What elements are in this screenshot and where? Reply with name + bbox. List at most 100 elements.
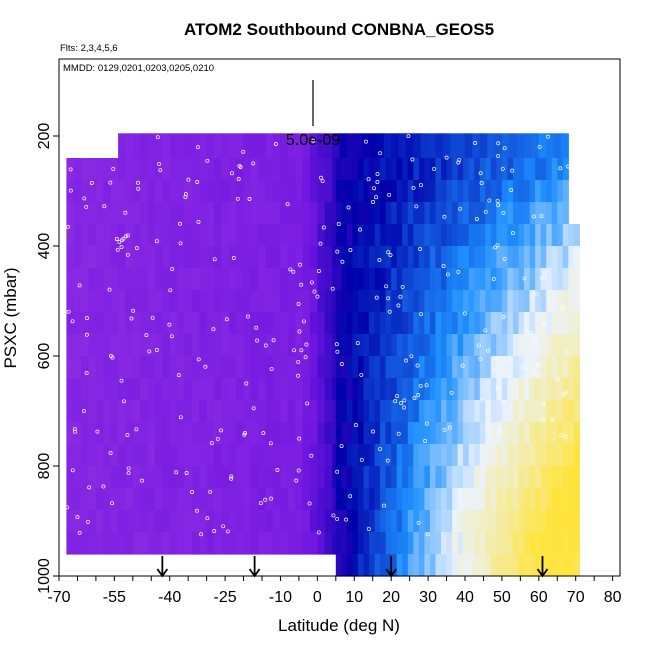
track-point — [136, 180, 140, 185]
heatmap-cell — [155, 356, 163, 379]
heatmap-cell — [88, 444, 97, 467]
heatmap-cell — [535, 158, 542, 181]
heatmap-cell — [132, 356, 141, 379]
heatmap-cell — [243, 246, 252, 269]
heatmap-cell — [191, 356, 200, 379]
heatmap-cell — [546, 290, 553, 313]
heatmap-cell — [280, 158, 289, 181]
heatmap-cell — [346, 532, 353, 555]
heatmap-cell — [468, 334, 475, 357]
track-point — [330, 286, 335, 291]
track-point — [107, 287, 112, 292]
heatmap-cell — [496, 180, 503, 203]
heatmap-cell — [485, 158, 492, 181]
heatmap-cell — [568, 532, 575, 555]
heatmap-cell — [236, 268, 245, 291]
heatmap-cell — [324, 422, 333, 445]
heatmap-cell — [513, 268, 520, 291]
heatmap-cell — [358, 554, 365, 577]
heatmap-cell — [496, 356, 503, 379]
heatmap-cell — [341, 510, 348, 533]
heatmap-cell — [490, 312, 497, 335]
heatmap-cell — [206, 312, 215, 335]
heatmap-cell — [103, 378, 112, 401]
heatmap-cell — [273, 133, 282, 159]
heatmap-cell — [358, 290, 365, 313]
heatmap-cell — [147, 224, 156, 247]
heatmap-cell — [162, 180, 171, 203]
track-point — [418, 383, 423, 388]
heatmap-cell — [206, 400, 215, 423]
heatmap-cell — [513, 158, 520, 181]
heatmap-cell — [110, 466, 119, 489]
heatmap-cell — [103, 158, 112, 181]
track-point — [425, 421, 429, 426]
track-point — [382, 503, 386, 508]
track-point — [372, 186, 377, 191]
heatmap-cell — [177, 133, 186, 159]
heatmap-cell — [66, 312, 75, 335]
heatmap-cell — [221, 356, 230, 379]
heatmap-cell — [507, 532, 514, 555]
flight-arrow-head — [536, 568, 549, 578]
x-tick-label: 70 — [567, 589, 585, 606]
heatmap-cell — [81, 422, 90, 445]
track-point — [387, 192, 392, 197]
heatmap-cell — [407, 224, 414, 247]
heatmap-cell — [341, 290, 348, 313]
heatmap-cell — [496, 488, 503, 511]
track-point — [442, 427, 447, 432]
heatmap-cell — [424, 510, 431, 533]
heatmap-cell — [228, 133, 237, 159]
heatmap-cell — [199, 466, 208, 489]
heatmap-cell — [221, 180, 230, 203]
track-point — [77, 283, 82, 288]
heatmap-cell — [243, 133, 252, 159]
heatmap-cell — [513, 422, 520, 445]
heatmap-cell — [380, 246, 387, 269]
heatmap-cell — [169, 334, 178, 357]
heatmap-cell — [490, 202, 497, 225]
heatmap-cell — [501, 510, 508, 533]
heatmap-cell — [169, 378, 178, 401]
heatmap-cell — [369, 312, 376, 335]
heatmap-cell — [562, 510, 569, 533]
heatmap-cell — [468, 444, 475, 467]
heatmap-cell — [258, 133, 267, 159]
heatmap-cell — [273, 158, 282, 181]
heatmap-cell — [573, 312, 580, 335]
track-point — [563, 434, 568, 439]
heatmap-cell — [374, 312, 381, 335]
heatmap-cell — [369, 133, 377, 159]
heatmap-cell — [206, 202, 215, 225]
heatmap-cell — [147, 133, 156, 159]
heatmap-cell — [435, 532, 442, 555]
x-tick-label: 10 — [345, 589, 363, 606]
heatmap-cell — [479, 510, 486, 533]
track-point — [374, 295, 379, 300]
x-tick-label: -40 — [158, 589, 181, 606]
heatmap-cell — [407, 488, 414, 511]
track-point — [87, 485, 92, 490]
heatmap-cell — [317, 202, 326, 225]
heatmap-cell — [380, 554, 387, 577]
heatmap-cell — [73, 334, 82, 357]
heatmap-cell — [463, 510, 470, 533]
heatmap-cell — [191, 246, 200, 269]
heatmap-cell — [463, 290, 470, 313]
heatmap-cell — [177, 400, 186, 423]
track-point — [502, 146, 507, 151]
heatmap-cell — [540, 532, 547, 555]
track-point — [566, 164, 571, 169]
heatmap-cell — [540, 356, 547, 379]
heatmap-cell — [169, 422, 178, 445]
heatmap-cell — [380, 180, 387, 203]
track-point — [263, 343, 268, 348]
heatmap-cell — [535, 202, 542, 225]
heatmap-cell — [177, 510, 186, 533]
heatmap-cell — [441, 268, 448, 291]
heatmap-cell — [324, 133, 333, 159]
heatmap-cell — [551, 246, 558, 269]
heatmap-cell — [341, 444, 348, 467]
